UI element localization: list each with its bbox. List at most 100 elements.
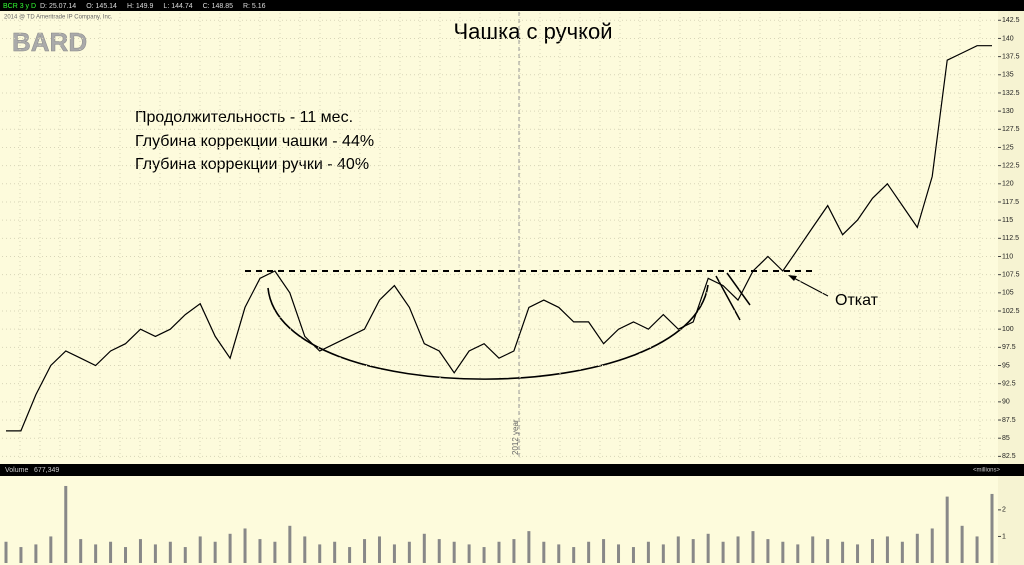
volume-bar bbox=[512, 539, 516, 563]
volume-bar bbox=[602, 539, 606, 563]
volume-bar bbox=[572, 547, 576, 563]
y-tick-label: 120 bbox=[1002, 181, 1014, 188]
y-tick-label: 107.5 bbox=[1002, 272, 1020, 279]
volume-bar bbox=[661, 544, 665, 563]
volume-bar bbox=[617, 544, 621, 563]
field: D: 25.07.14 bbox=[40, 3, 76, 10]
field: R: 5.16 bbox=[243, 3, 266, 10]
y-tick-label: 100 bbox=[1002, 326, 1014, 333]
watermark: BARD bbox=[12, 27, 87, 57]
volume-value: 677,349 bbox=[34, 467, 59, 474]
volume-bar bbox=[168, 541, 172, 563]
volume-bar bbox=[34, 544, 38, 563]
volume-bar bbox=[109, 541, 113, 563]
volume-bar bbox=[228, 533, 232, 563]
volume-bar bbox=[781, 541, 785, 563]
y-tick-label: 110 bbox=[1002, 253, 1013, 260]
volume-bar bbox=[870, 539, 874, 563]
volume-bar bbox=[377, 536, 381, 563]
volume-bar bbox=[138, 539, 142, 563]
y-tick-label: 132.5 bbox=[1002, 90, 1020, 97]
volume-bar bbox=[288, 525, 292, 563]
volume-bar bbox=[990, 493, 994, 563]
symbol[interactable]: BCR 3 y D bbox=[3, 3, 36, 10]
volume-bar bbox=[437, 539, 441, 563]
annotation: Продолжительность - 11 мес. bbox=[135, 109, 353, 126]
volume-bar bbox=[392, 544, 396, 563]
volume-bar bbox=[64, 485, 68, 563]
y-tick-label: 97.5 bbox=[1002, 344, 1016, 351]
y-tick-label: 90 bbox=[1002, 399, 1010, 406]
volume-bar bbox=[885, 536, 889, 563]
copyright: 2014 @ TD Ameritrade IP Company, Inc. bbox=[4, 15, 113, 21]
volume-bar bbox=[945, 496, 949, 563]
y-tick-label: 87.5 bbox=[1002, 417, 1016, 424]
volume-bar bbox=[49, 536, 53, 563]
y-tick-label: 142.5 bbox=[1002, 17, 1020, 24]
volume-bar bbox=[631, 547, 635, 563]
volume-bar bbox=[900, 541, 904, 563]
handle-line bbox=[715, 275, 741, 321]
handle-line bbox=[726, 272, 751, 306]
y-tick-label: 2 bbox=[1002, 507, 1006, 514]
y-tick-label: 137.5 bbox=[1002, 53, 1020, 60]
y-tick-label: 115 bbox=[1002, 217, 1013, 224]
volume-bar bbox=[856, 544, 860, 563]
volume-toolbar bbox=[0, 464, 1024, 476]
volume-bar bbox=[527, 531, 531, 563]
volume-bar bbox=[557, 544, 561, 563]
volume-title: Volume bbox=[5, 467, 28, 474]
y-tick-label: 130 bbox=[1002, 108, 1014, 115]
volume-bar bbox=[213, 541, 217, 563]
y-tick-label: 82.5 bbox=[1002, 453, 1016, 460]
volume-bar bbox=[796, 544, 800, 563]
price-line bbox=[6, 45, 992, 432]
y-tick-label: 95 bbox=[1002, 362, 1010, 369]
volume-bar bbox=[915, 533, 919, 563]
volume-bar bbox=[960, 525, 964, 563]
y-tick-label: 85 bbox=[1002, 435, 1010, 442]
y-tick-label: 92.5 bbox=[1002, 381, 1016, 388]
volume-bar bbox=[363, 539, 367, 563]
volume-bar bbox=[183, 547, 187, 563]
y-tick-label: 117.5 bbox=[1002, 199, 1019, 206]
volume-bar bbox=[497, 541, 501, 563]
volume-bar bbox=[273, 541, 277, 563]
annotation: Откат bbox=[835, 292, 879, 309]
volume-bar bbox=[124, 547, 128, 563]
volume-bar bbox=[587, 541, 591, 563]
y-tick-label: 1 bbox=[1002, 533, 1006, 540]
y-tick-label: 127.5 bbox=[1002, 126, 1020, 133]
volume-bar bbox=[303, 536, 307, 563]
volume-bar bbox=[198, 536, 202, 563]
y-tick-label: 102.5 bbox=[1002, 308, 1020, 315]
volume-bar bbox=[930, 528, 934, 563]
field: C: 148.85 bbox=[203, 3, 233, 10]
volume-bar bbox=[721, 541, 725, 563]
volume-bar bbox=[258, 539, 262, 563]
y-tick-label: 105 bbox=[1002, 290, 1014, 297]
y-tick-label: 135 bbox=[1002, 72, 1014, 79]
volume-bar bbox=[542, 541, 546, 563]
volume-bar bbox=[333, 541, 337, 563]
volume-bar bbox=[841, 541, 845, 563]
volume-bar bbox=[646, 541, 650, 563]
y-tick-label: 112.5 bbox=[1002, 235, 1019, 242]
chart-title: Чашка с ручкой bbox=[454, 19, 613, 44]
y-tick-label: 122.5 bbox=[1002, 162, 1020, 169]
volume-bar bbox=[452, 541, 456, 563]
arrow-head bbox=[788, 275, 797, 281]
volume-bar bbox=[318, 544, 322, 563]
volume-bar bbox=[975, 536, 979, 563]
volume-bar bbox=[751, 531, 755, 563]
year-label: 2012 year bbox=[511, 419, 520, 455]
y-tick-label: 140 bbox=[1002, 35, 1014, 42]
volume-bar bbox=[736, 536, 740, 563]
volume-bar bbox=[826, 539, 830, 563]
volume-bar bbox=[422, 533, 426, 563]
volume-bar bbox=[19, 547, 23, 563]
field: L: 144.74 bbox=[163, 3, 192, 10]
volume-bar bbox=[482, 547, 486, 563]
